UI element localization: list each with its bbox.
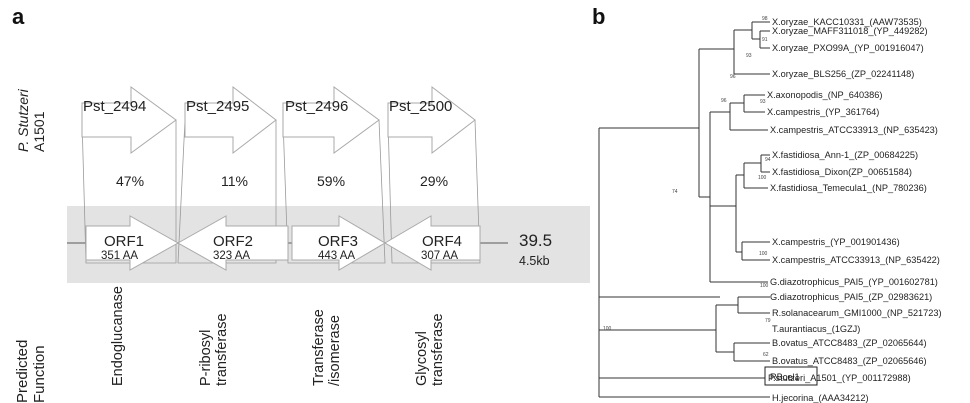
phylogenetic-tree (598, 21, 770, 398)
function-heading-line-1: Predicted (14, 340, 31, 403)
leaf-15: R.solanacearum_GMI1000_(NP_521723) (772, 308, 942, 318)
bootstrap-4: 96 (730, 74, 736, 80)
leaf-16: T.aurantiacus_(1GZJ) (772, 324, 860, 334)
leaf-2: X.oryzae_MAFF311018_(YP_449282) (772, 26, 928, 36)
function-heading-line-2: Function (31, 345, 48, 403)
pst-gene-arrows (81, 85, 476, 155)
orf-name-1: ORF1 (104, 233, 144, 250)
leaf-20: RBcel1 (770, 372, 800, 382)
function-4-line-2: transferase (430, 313, 446, 386)
orf-length-2: 323 AA (213, 250, 250, 262)
strain-label: A1501 (31, 111, 47, 152)
organism-label: P. Stutzeri (15, 88, 31, 152)
bootstrap-2: 91 (762, 37, 768, 43)
pst-arrow-2 (184, 85, 277, 155)
pst-arrow-3 (282, 86, 380, 154)
identity-3: 59% (317, 173, 345, 189)
orf-name-4: ORF4 (422, 233, 462, 250)
pst-label-2: Pst_2495 (186, 98, 249, 115)
leaf-8: X.fastidiosa_Ann-1_(ZP_00684225) (772, 150, 918, 160)
bootstrap-3: 93 (746, 53, 752, 59)
leaf-4: X.oryzae_BLS256_(ZP_02241148) (772, 69, 914, 79)
orf-arrow-4 (384, 215, 481, 271)
bootstrap-5: 93 (760, 99, 766, 105)
bootstrap-13: 100 (603, 326, 612, 332)
function-3-line-2: /isomerase (327, 315, 343, 386)
bootstrap-10: 100 (759, 251, 768, 257)
pst-label-3: Pst_2496 (285, 98, 348, 115)
bootstrap-1: 98 (762, 16, 768, 22)
identity-2: 11% (221, 173, 248, 189)
identity-1: 47% (116, 173, 144, 189)
function-2-line-2: transferase (214, 313, 230, 386)
leaf-7: X.campestris_ATCC33913_(NP_635423) (770, 125, 938, 135)
orf-arrow-3 (291, 215, 386, 271)
bootstrap-12: 79 (765, 318, 771, 324)
bootstrap-9: 100 (758, 175, 767, 181)
orf-arrow-2 (176, 215, 289, 271)
leaf-12: X.campestris_ATCC33913_(NP_635422) (772, 255, 940, 265)
pst-arrow-1 (81, 86, 177, 154)
bootstrap-11: 100 (760, 283, 769, 289)
function-1-line-1: Endoglucanase (110, 286, 126, 386)
function-4-line-1: Glycosyl (414, 331, 430, 386)
orf-length-1: 351 AA (101, 250, 138, 262)
pst-label-1: Pst_2494 (83, 98, 146, 115)
leaf-10: X.fastidiosa_Temecula1_(NP_780236) (770, 183, 927, 193)
orf-arrows (85, 215, 481, 271)
leaf-6: X.campestris_(YP_361764) (767, 107, 879, 117)
orf-name-2: ORF2 (213, 233, 253, 250)
orf-name-3: ORF3 (318, 233, 358, 250)
pst-arrow-4 (387, 85, 476, 155)
bootstrap-8: 94 (765, 157, 771, 163)
bootstrap-7: 74 (672, 189, 678, 195)
orf-length-3: 443 AA (318, 250, 355, 262)
function-3-line-1: Transferase (311, 309, 327, 386)
leaf-21: H.jecorina_(AAA34212) (772, 393, 869, 403)
leaf-17: B.ovatus_ATCC8483_(ZP_02065644) (772, 338, 927, 348)
leaf-11: X.campestris_(YP_001901436) (772, 237, 900, 247)
panel-b-letter: b (592, 4, 605, 29)
leaf-1: X.oryzae_KACC10331_(AAW73535) (772, 17, 922, 27)
panel-a-letter: a (12, 4, 25, 29)
leaf-19: P.stutzeri_A1501_(YP_001172988) (768, 373, 911, 383)
rbcel1-box (764, 366, 818, 386)
leaf-9: X.fastidiosa_Dixon(ZP_00651584) (772, 167, 912, 177)
insert-size: 4.5kb (519, 254, 550, 268)
orf-length-4: 307 AA (421, 250, 458, 262)
orf-arrow-1 (85, 215, 180, 271)
leaf-14: G.diazotrophicus_PAI5_(ZP_02983621) (770, 292, 932, 302)
insert-value: 39.5 (519, 231, 552, 250)
identity-4: 29% (420, 173, 448, 189)
leaf-13: G.diazotrophicus_PAI5_(YP_001602781) (770, 277, 938, 287)
bootstrap-6: 96 (721, 98, 727, 104)
leaf-18: B.ovatus_ATCC8483_(ZP_02065646) (772, 356, 927, 366)
function-2-line-1: P-ribosyl (198, 330, 214, 386)
leaf-5: X.axonopodis_(NP_640386) (767, 90, 882, 100)
pst-label-4: Pst_2500 (389, 98, 452, 115)
leaf-3: X.oryzae_PXO99A_(YP_001916047) (772, 43, 924, 53)
bootstrap-14: 62 (763, 352, 769, 358)
